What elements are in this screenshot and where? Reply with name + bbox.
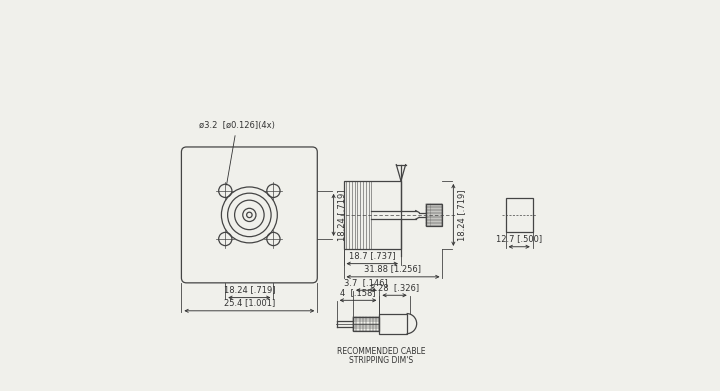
Text: 3.7  [.146]: 3.7 [.146] [344,278,388,287]
Text: STRIPPING DIM'S: STRIPPING DIM'S [349,356,413,365]
Text: 18.24 [.719]: 18.24 [.719] [337,189,346,241]
Text: RECOMMENDED CABLE: RECOMMENDED CABLE [337,347,426,356]
Text: 25.4 [1.001]: 25.4 [1.001] [224,298,275,307]
Text: 18.24 [.719]: 18.24 [.719] [457,189,466,241]
Text: 12.7 [.500]: 12.7 [.500] [496,234,542,243]
Bar [505,198,533,232]
Bar [353,317,379,331]
Text: ø3.2  [ø0.126](4x): ø3.2 [ø0.126](4x) [199,121,275,185]
Text: 4  [.158]: 4 [.158] [341,288,376,297]
Text: 18.7 [.737]: 18.7 [.737] [349,251,395,260]
Bar [343,181,401,249]
Text: 8.28  [.326]: 8.28 [.326] [370,283,419,292]
Bar [379,314,407,334]
Bar [426,204,443,226]
Text: 18.24 [.719]: 18.24 [.719] [224,285,275,294]
Text: 31.88 [1.256]: 31.88 [1.256] [364,264,421,273]
